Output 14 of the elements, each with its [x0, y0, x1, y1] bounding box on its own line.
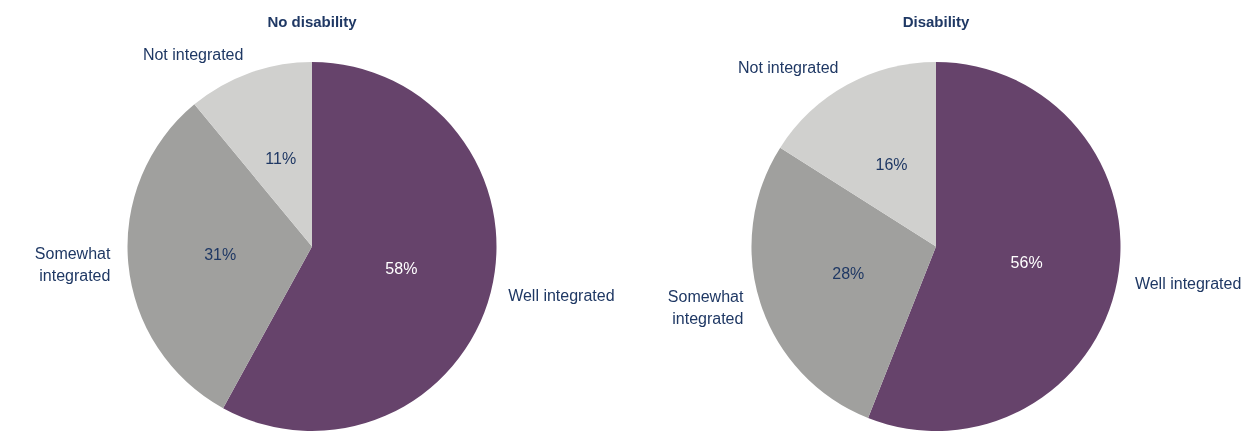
data-label: 58% — [385, 259, 418, 277]
chart-title: No disability — [267, 13, 358, 31]
data-label: 31% — [204, 245, 237, 263]
slice-label: Well integrated — [1134, 274, 1242, 292]
data-label: 16% — [875, 156, 908, 174]
slice-label: Somewhat integrated — [667, 288, 744, 328]
data-label: 11% — [265, 150, 297, 168]
slice-label: Not integrated — [737, 59, 839, 77]
slice-label: Somewhat integrated — [34, 244, 111, 284]
data-label: 28% — [832, 265, 865, 283]
data-label: 56% — [1010, 254, 1043, 272]
chart-title: Disability — [902, 13, 970, 31]
slice-label: Well integrated — [508, 287, 615, 305]
slice-label: Not integrated — [142, 46, 244, 64]
